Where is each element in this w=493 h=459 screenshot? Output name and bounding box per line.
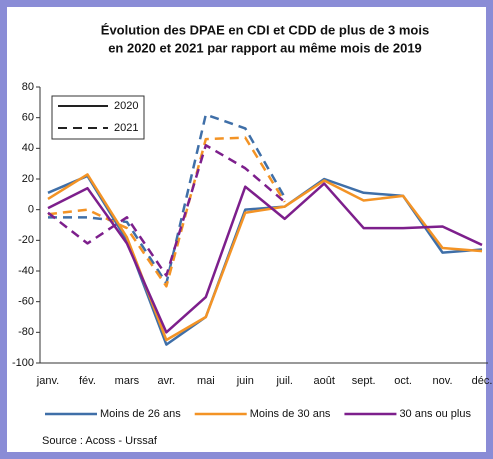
y-tick-label: 60 — [22, 112, 34, 124]
legend-label: 30 ans ou plus — [399, 408, 471, 420]
source: Source : Acoss - Urssaf — [42, 435, 158, 447]
line-2021 — [47, 136, 286, 288]
y-tick-label: 20 — [22, 173, 34, 185]
line-2021 — [47, 144, 286, 277]
x-tick-label: juil. — [275, 375, 293, 387]
line-2020 — [47, 173, 483, 342]
x-tick-label: janv. — [36, 375, 59, 387]
y-tick-label: 0 — [28, 204, 34, 216]
x-tick-label: oct. — [394, 375, 412, 387]
x-tick-label: mars — [115, 375, 140, 387]
x-tick-label: août — [313, 375, 334, 387]
y-tick-label: -20 — [18, 234, 34, 246]
y-tick-label: -60 — [18, 296, 34, 308]
panel — [7, 7, 486, 452]
x-tick-label: juin — [236, 375, 254, 387]
chart-title: en 2020 et 2021 par rapport au même mois… — [108, 40, 422, 55]
x-tick-label: sept. — [352, 375, 376, 387]
chart-title: Évolution des DPAE en CDI et CDD de plus… — [101, 22, 429, 37]
y-tick-label: -40 — [18, 265, 34, 277]
line-2020 — [47, 182, 483, 334]
x-tick-label: mai — [197, 375, 215, 387]
y-tick-label: 80 — [22, 81, 34, 93]
x-tick-label: déc. — [472, 375, 493, 387]
x-tick-label: nov. — [433, 375, 453, 387]
x-tick-label: avr. — [157, 375, 175, 387]
legend-label: Moins de 26 ans — [100, 408, 181, 420]
y-tick-label: -80 — [18, 326, 34, 338]
legend-label: Moins de 30 ans — [250, 408, 331, 420]
y-tick-label: -100 — [12, 357, 34, 369]
x-tick-label: fév. — [79, 375, 96, 387]
legend-box — [51, 95, 145, 140]
legend-label: 2021 — [114, 122, 138, 134]
y-tick-label: 40 — [22, 142, 34, 154]
legend-label: 2020 — [114, 100, 138, 112]
